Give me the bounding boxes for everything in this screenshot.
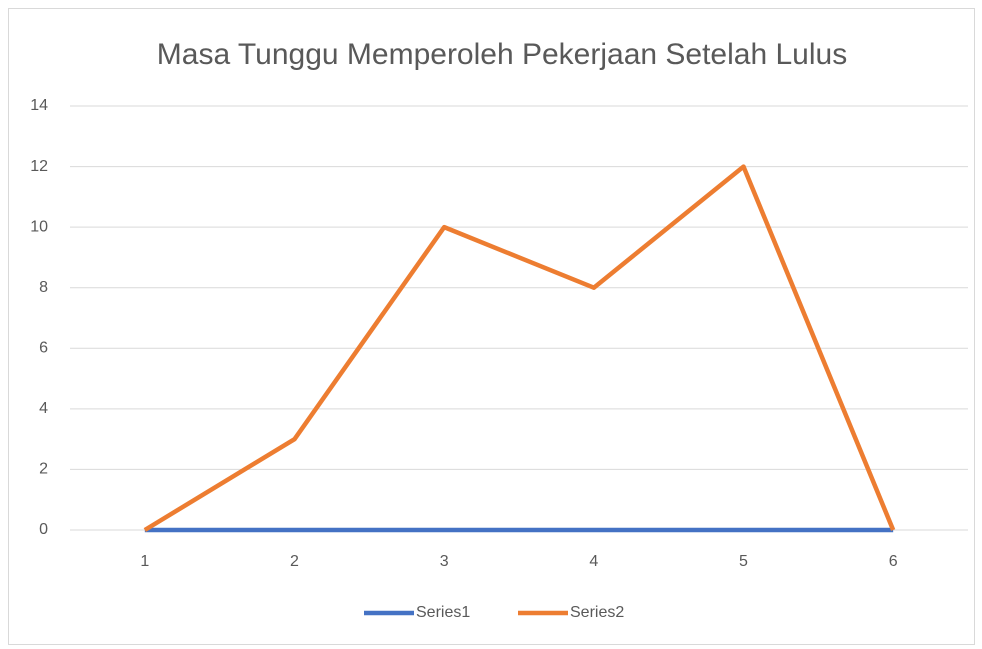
x-tick-label: 1 [140, 553, 149, 570]
y-tick-label: 4 [39, 400, 48, 417]
y-tick-label: 14 [30, 97, 48, 114]
x-tick-label: 6 [889, 553, 898, 570]
y-tick-label: 0 [39, 521, 48, 538]
x-tick-label: 2 [290, 553, 299, 570]
x-tick-label: 5 [739, 553, 748, 570]
chart-title: Masa Tunggu Memperoleh Pekerjaan Setelah… [157, 38, 847, 71]
y-tick-label: 12 [30, 158, 48, 175]
x-tick-label: 4 [589, 553, 598, 570]
y-tick-label: 6 [39, 340, 48, 357]
y-tick-label: 10 [30, 218, 48, 235]
series-line [143, 164, 896, 532]
legend-label: Series1 [416, 604, 470, 621]
y-tick-label: 8 [39, 279, 48, 296]
legend-label: Series2 [570, 604, 624, 621]
y-tick-label: 2 [39, 461, 48, 478]
chart-border [8, 8, 975, 645]
x-tick-label: 3 [440, 553, 449, 570]
